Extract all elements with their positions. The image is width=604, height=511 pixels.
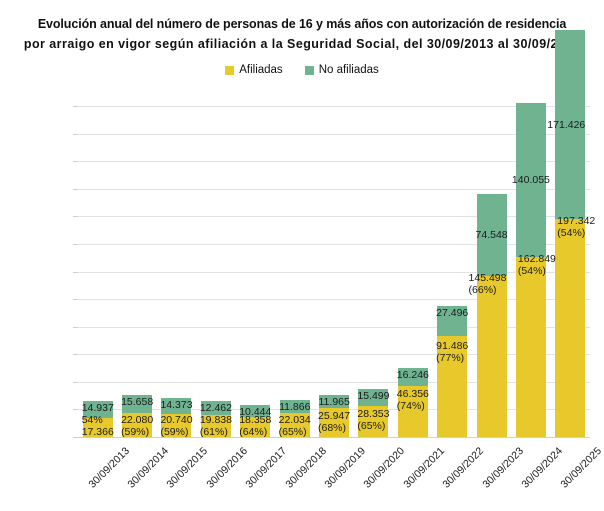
bar-segment-afiliadas[interactable]	[161, 414, 192, 437]
gridline	[78, 381, 590, 383]
bar-group[interactable]	[161, 398, 192, 437]
bar-group[interactable]	[200, 401, 231, 437]
bar-segment-no-afiliadas[interactable]	[82, 401, 113, 418]
bar-segment-afiliadas[interactable]	[319, 408, 349, 437]
bar-segment-no-afiliadas[interactable]	[476, 194, 507, 277]
x-axis-tick-label: 30/09/2019	[322, 445, 369, 491]
gridline	[78, 188, 590, 190]
bar-group[interactable]	[240, 405, 271, 437]
gridline	[78, 271, 590, 273]
gridline	[78, 299, 590, 301]
square-swatch-icon	[304, 65, 314, 75]
bar-segment-no-afiliadas[interactable]	[397, 367, 428, 386]
gridline	[78, 354, 590, 356]
bar-segment-no-afiliadas[interactable]	[200, 401, 231, 416]
bar-segment-afiliadas[interactable]	[437, 336, 468, 437]
gridline	[78, 243, 590, 245]
gridline	[78, 161, 590, 163]
legend-label-afiliadas: Afiliadas	[239, 64, 283, 76]
y-axis-tick-mark	[73, 133, 78, 135]
bar-segment-afiliadas[interactable]	[476, 276, 507, 437]
x-axis-tick-label: 30/09/2015	[164, 445, 211, 491]
bar-segment-afiliadas[interactable]	[515, 257, 546, 437]
bar-group[interactable]	[437, 305, 468, 437]
square-swatch-icon	[225, 65, 235, 75]
y-axis-tick-mark	[73, 354, 78, 356]
gridline	[78, 437, 590, 438]
x-axis-tick-label: 30/09/2018	[283, 445, 329, 491]
y-axis-tick-mark	[73, 409, 78, 411]
bar-segment-afiliadas[interactable]	[358, 405, 389, 437]
legend-label-no-afiliadas: No afiliadas	[318, 64, 379, 76]
x-axis-tick-label: 30/09/2016	[204, 445, 250, 491]
bar-group[interactable]	[515, 102, 546, 437]
gridline	[78, 326, 590, 328]
bar-group[interactable]	[122, 395, 153, 437]
bar-segment-afiliadas[interactable]	[555, 219, 586, 437]
bar-segment-afiliadas[interactable]	[240, 416, 271, 437]
x-axis-tick-label: 30/09/2023	[479, 445, 526, 491]
bar-segment-no-afiliadas[interactable]	[240, 405, 271, 417]
x-axis-tick-label: 30/09/2017	[243, 445, 290, 491]
y-axis-tick-mark	[73, 437, 78, 438]
bar-segment-no-afiliadas[interactable]	[279, 399, 310, 413]
gridline	[78, 106, 590, 107]
bar-segment-no-afiliadas[interactable]	[122, 395, 153, 413]
x-axis-tick-label: 30/09/2024	[519, 445, 565, 491]
bar-segment-no-afiliadas[interactable]	[515, 102, 546, 258]
bar-group[interactable]	[397, 367, 428, 437]
y-axis-tick-mark	[73, 161, 78, 163]
y-axis-tick-mark	[73, 326, 78, 328]
y-axis-tick-mark	[73, 106, 78, 107]
chart-title-line-1: Evolución anual del número de personas d…	[37, 17, 567, 31]
y-axis-tick-mark	[73, 216, 78, 218]
x-axis-tick-label: 30/09/2025	[558, 445, 604, 491]
y-axis-tick-mark	[73, 381, 78, 383]
chart-legend: Afiliadas No afiliadas	[0, 64, 604, 76]
y-axis-tick-mark	[73, 188, 78, 190]
x-axis-tick-label: 30/09/2022	[440, 445, 487, 491]
gridline	[78, 133, 590, 135]
y-axis-tick-mark	[73, 299, 78, 301]
bar-segment-no-afiliadas[interactable]	[319, 395, 349, 409]
bar-group[interactable]	[82, 401, 113, 437]
x-axis-tick-label: 30/09/2013	[86, 445, 132, 491]
bar-group[interactable]	[476, 194, 507, 437]
bar-group[interactable]	[279, 399, 310, 437]
bar-series-container	[78, 30, 590, 437]
bar-group[interactable]	[555, 30, 586, 437]
x-axis-labels: 30/09/2013 30/09/2014 30/09/2015 30/09/2016…	[78, 437, 604, 511]
x-axis-tick-label: 30/09/2020	[361, 445, 408, 491]
bar-segment-no-afiliadas[interactable]	[437, 305, 468, 337]
chart-plot-area: 025.00050.00075.000100.000125.000150.000…	[73, 30, 595, 438]
y-axis-tick-mark	[73, 271, 78, 273]
gridline	[78, 216, 590, 218]
y-axis-tick-mark	[73, 243, 78, 245]
bar-segment-no-afiliadas[interactable]	[358, 388, 389, 406]
bar-group[interactable]	[319, 395, 349, 437]
legend-item-no-afiliadas[interactable]: No afiliadas	[304, 64, 379, 76]
x-axis-tick-label: 30/09/2021	[401, 445, 447, 491]
legend-item-afiliadas[interactable]: Afiliadas	[225, 64, 283, 76]
bar-segment-afiliadas[interactable]	[279, 412, 310, 437]
chart-title-line-2: por arraigo en vigor según afiliación a …	[23, 37, 581, 51]
bar-segment-afiliadas[interactable]	[200, 415, 231, 437]
bar-segment-afiliadas[interactable]	[82, 417, 113, 437]
bar-segment-afiliadas[interactable]	[122, 412, 153, 437]
x-axis-tick-label: 30/09/2014	[125, 445, 172, 491]
page-title: Evolución anual del número de personas d…	[0, 14, 604, 54]
bar-segment-no-afiliadas[interactable]	[555, 30, 586, 220]
bar-segment-afiliadas[interactable]	[397, 385, 428, 437]
bar-group[interactable]	[358, 388, 389, 437]
bar-segment-no-afiliadas[interactable]	[161, 398, 192, 415]
